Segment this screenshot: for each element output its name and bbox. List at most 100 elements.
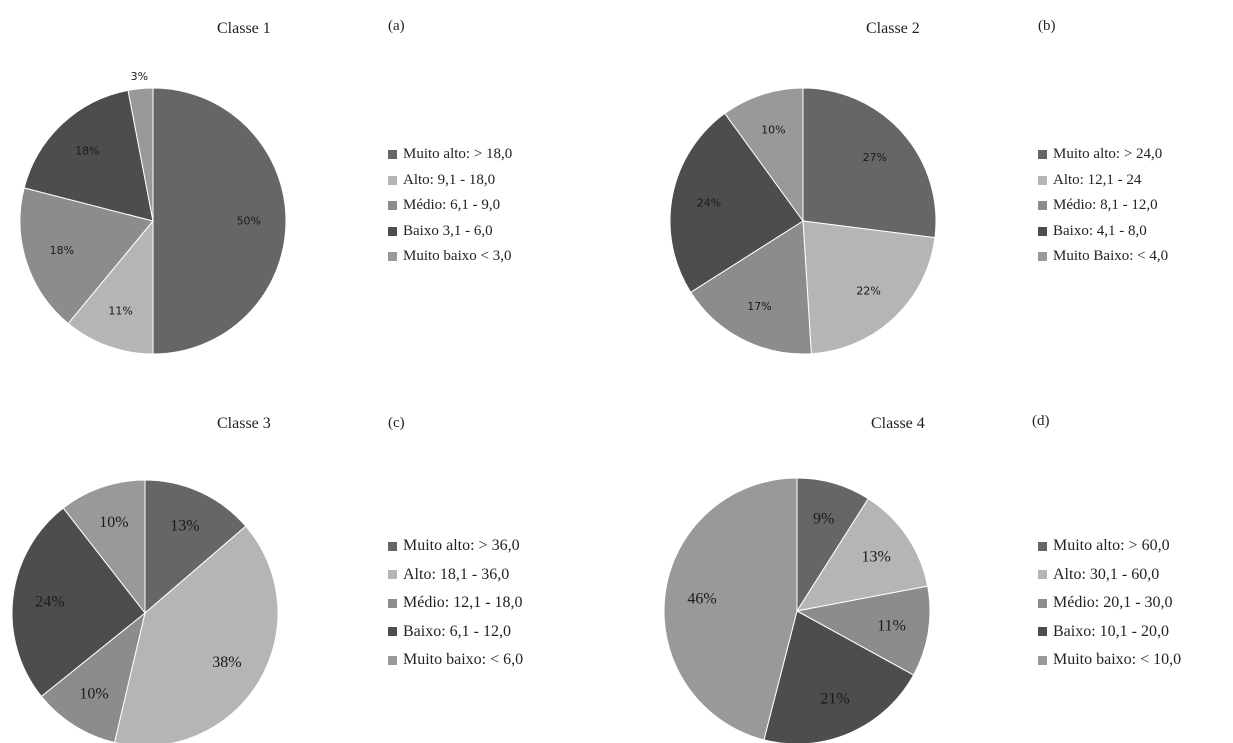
legend-swatch [1038, 150, 1047, 160]
legend-item: Baixo 3,1 - 6,0 [388, 219, 512, 245]
panel-label: (c) [388, 415, 405, 431]
legend-c: Muito alto: > 36,0 Alto: 18,1 - 36,0 Médio… [388, 532, 523, 675]
pie-slice [669, 112, 804, 293]
legend-label: Muito baixo: < 10,0 [1053, 651, 1182, 668]
slice-label: 18% [50, 244, 74, 257]
legend-item: Médio: 6,1 - 9,0 [388, 193, 512, 219]
pie-slice [802, 220, 936, 355]
legend-swatch [388, 226, 397, 236]
legend-swatch [1038, 175, 1047, 185]
slice-label: 24% [697, 197, 721, 210]
legend-label: Alto: 30,1 - 60,0 [1053, 565, 1160, 583]
legend-d: Muito alto: > 60,0 Alto: 30,1 - 60,0 Médio… [1038, 532, 1181, 675]
legend-label: Muito baixo: < 6,0 [403, 651, 524, 668]
slice-label: 13% [862, 549, 891, 566]
legend-swatch [388, 570, 397, 580]
legend-swatch [388, 150, 397, 160]
legend-item: Muito alto: > 24,0 [1038, 142, 1168, 168]
panel-label: (a) [388, 18, 405, 34]
legend-swatch [388, 655, 397, 665]
legend-label: Alto: 9,1 - 18,0 [403, 171, 496, 188]
pie-chart-b: 27% 22% 17% 24% 10% [669, 87, 937, 355]
slice-label: 22% [856, 284, 880, 297]
slice-label: 27% [863, 151, 887, 164]
legend-item: Médio: 12,1 - 18,0 [388, 589, 523, 618]
legend-swatch [388, 627, 397, 637]
pie-slice [690, 220, 812, 355]
legend-swatch [388, 175, 397, 185]
legend-item: Alto: 30,1 - 60,0 [1038, 561, 1181, 590]
slice-label: 46% [687, 591, 716, 608]
slice-label: 17% [747, 300, 771, 313]
pie-slice [67, 219, 154, 355]
legend-item: Muito alto: > 18,0 [388, 142, 512, 168]
legend-label: Baixo: 6,1 - 12,0 [403, 622, 511, 640]
slice-label: 24% [35, 593, 64, 610]
pie-slice [113, 525, 279, 743]
legend-swatch [1038, 252, 1047, 262]
pie-slice [23, 89, 154, 222]
pie-slice [795, 585, 931, 676]
pie-slice [40, 611, 146, 743]
legend-item: Muito alto: > 36,0 [388, 532, 523, 561]
legend-label: Baixo: 10,1 - 20,0 [1053, 622, 1169, 640]
panel-label: (d) [1032, 413, 1050, 429]
legend-label: Alto: 18,1 - 36,0 [403, 565, 510, 583]
legend-item: Baixo: 4,1 - 8,0 [1038, 219, 1168, 245]
slice-label: 11% [108, 305, 132, 318]
legend-item: Baixo: 10,1 - 20,0 [1038, 618, 1181, 647]
pie-slice [795, 498, 929, 612]
legend-label: Baixo 3,1 - 6,0 [403, 222, 493, 239]
legend-item: Muito alto: > 60,0 [1038, 532, 1181, 561]
legend-label: Muito alto: > 24,0 [1053, 146, 1163, 162]
pie-slice [19, 187, 154, 325]
legend-item: Alto: 18,1 - 36,0 [388, 561, 523, 590]
legend-swatch [388, 541, 397, 551]
pie-slice [144, 479, 247, 615]
slice-label: 38% [212, 654, 241, 671]
legend-label: Muito alto: > 36,0 [403, 537, 520, 554]
chart-title: Classe 3 [217, 415, 271, 432]
legend-swatch [388, 252, 397, 262]
legend-b: Muito alto: > 24,0 Alto: 12,1 - 24 Médio: … [1038, 142, 1168, 270]
legend-label: Muito alto: > 18,0 [403, 146, 513, 162]
legend-swatch [1038, 655, 1047, 665]
legend-swatch [1038, 570, 1047, 580]
slice-label: 10% [79, 686, 108, 703]
slice-label: 13% [170, 518, 199, 535]
legend-item: Médio: 8,1 - 12,0 [1038, 193, 1168, 219]
panel-label: (b) [1038, 18, 1056, 34]
pie-slice [663, 477, 798, 741]
legend-label: Alto: 12,1 - 24 [1053, 171, 1142, 188]
slice-label: 3% [131, 70, 148, 83]
legend-item: Muito baixo: < 6,0 [388, 646, 523, 675]
pie-slice [152, 87, 287, 355]
legend-a: Muito alto: > 18,0 Alto: 9,1 - 18,0 Médio:… [388, 142, 512, 270]
slice-label: 11% [877, 618, 906, 635]
slice-label: 21% [820, 690, 849, 707]
pie-slice [802, 87, 937, 239]
chart-title: Classe 4 [871, 415, 925, 432]
legend-item: Muito baixo: < 10,0 [1038, 646, 1181, 675]
chart-title: Classe 1 [217, 20, 271, 37]
legend-label: Médio: 20,1 - 30,0 [1053, 594, 1173, 611]
legend-label: Muito Baixo: < 4,0 [1053, 248, 1169, 264]
pie-slice [127, 87, 154, 222]
slice-label: 10% [761, 123, 785, 136]
pie-chart-d: 9% 13% 11% 21% 46% [663, 477, 931, 743]
slice-label: 10% [99, 514, 128, 531]
legend-label: Médio: 12,1 - 18,0 [403, 594, 523, 611]
slice-label: 9% [813, 511, 834, 528]
legend-item: Muito Baixo: < 4,0 [1038, 244, 1168, 270]
legend-item: Muito baixo < 3,0 [388, 244, 512, 270]
legend-swatch [1038, 598, 1047, 608]
pie-chart-a: 50% 11% 18% 18% 3% [19, 70, 287, 355]
chart-title: Classe 2 [866, 20, 920, 37]
pie-chart-c: 13% 38% 10% 24% 10% [11, 479, 279, 743]
legend-label: Médio: 8,1 - 12,0 [1053, 197, 1158, 213]
legend-item: Médio: 20,1 - 30,0 [1038, 589, 1181, 618]
slice-label: 50% [237, 215, 261, 228]
legend-item: Alto: 12,1 - 24 [1038, 168, 1168, 194]
legend-label: Muito baixo < 3,0 [403, 248, 512, 264]
pie-slice [62, 479, 146, 615]
